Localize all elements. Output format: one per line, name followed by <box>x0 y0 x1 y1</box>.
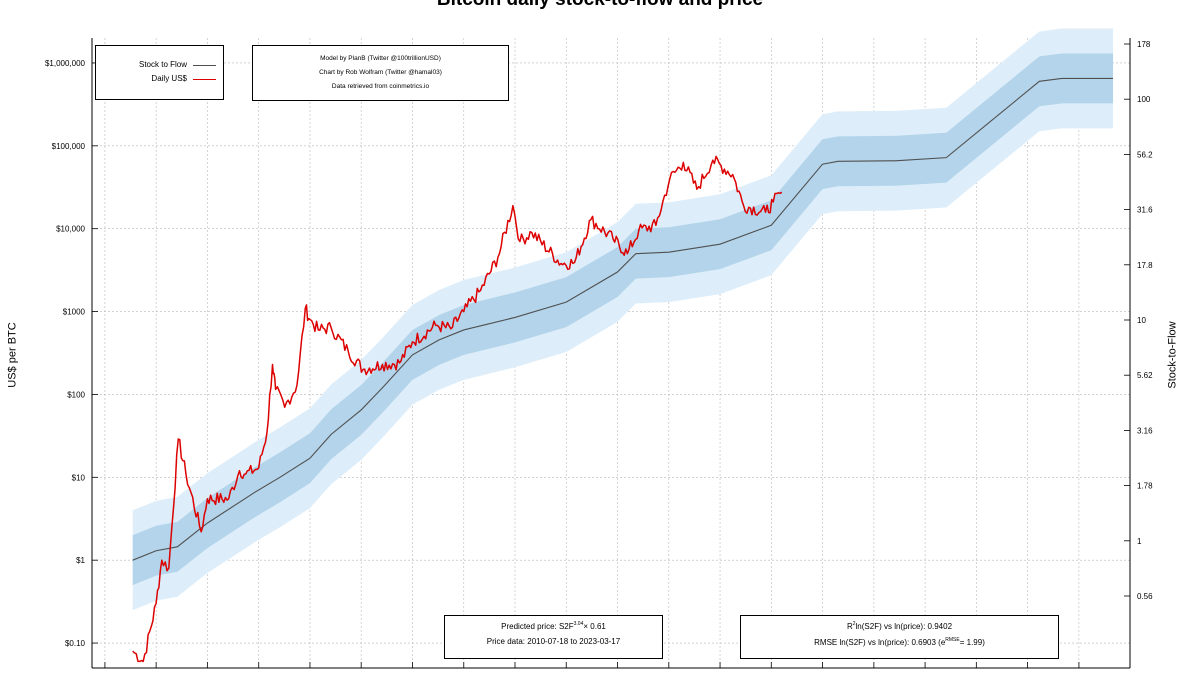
legend-item-daily-usd: Daily US$ <box>96 72 223 86</box>
legend-swatch <box>193 65 216 66</box>
credit-model: Model by PlanB (Twitter @100trillionUSD) <box>320 55 441 62</box>
y2-tick-label: 1.78 <box>1137 482 1153 491</box>
predicted-price-text: Predicted price: S2F3.04× 0.61 <box>445 621 662 631</box>
credit-chart: Chart by Rob Wolfram (Twitter @hamal03) <box>319 69 442 76</box>
axes: $1,000,000 $100,000 $10,000 $1000 $100 $10 $1 $… <box>45 38 1153 669</box>
rmse-suffix: = 1.99) <box>959 638 985 647</box>
prediction-annotation: Predicted price: S2F3.04× 0.61 Price dat… <box>444 615 663 659</box>
y-tick-label: $1000 <box>63 308 86 317</box>
legend: Stock to Flow Daily US$ <box>95 45 224 100</box>
y2-tick-label: 10 <box>1137 316 1146 325</box>
fit-statistics-annotation: R2ln(S2F) vs ln(price): 0.9402 RMSE ln(S… <box>740 615 1059 659</box>
stock-to-flow-line <box>132 77 1114 561</box>
y2-axis-label: Stock-to-Flow <box>1166 321 1179 389</box>
price-data-range: Price data: 2010-07-18 to 2023-03-17 <box>486 637 621 646</box>
legend-label: Daily US$ <box>151 74 187 83</box>
y2-tick-label: 5.62 <box>1137 371 1153 380</box>
y2-tick-label: 3.16 <box>1137 426 1153 435</box>
predicted-prefix: Predicted price: S2F <box>501 622 574 631</box>
y2-tick-label: 17.8 <box>1137 261 1153 270</box>
y2-tick-label: 56.2 <box>1137 150 1153 159</box>
y-tick-label: $10,000 <box>56 225 85 234</box>
r2-rest: ln(S2F) vs ln(price): 0.9402 <box>855 622 953 631</box>
y-tick-label: $1,000,000 <box>45 59 86 68</box>
r2-sup: 2 <box>852 621 856 627</box>
legend-swatch <box>193 79 216 80</box>
y2-tick-label: 0.56 <box>1137 592 1153 601</box>
credit-data: Data retrieved from coinmetrics.io <box>331 83 430 90</box>
y-tick-label: $10 <box>72 473 86 482</box>
chart-title: Bitcoin daily stock-to-flow and price <box>0 0 1200 11</box>
y2-tick-label: 1 <box>1137 537 1142 546</box>
y2-tick-label: 31.6 <box>1137 206 1153 215</box>
y-tick-label: $0.10 <box>65 639 86 648</box>
y-tick-label: $1 <box>76 556 85 565</box>
y2-tick-label: 100 <box>1137 95 1151 104</box>
credits-annotation: Model by PlanB (Twitter @100trillionUSD)… <box>252 45 509 101</box>
y-tick-label: $100,000 <box>52 142 86 151</box>
rmse-prefix: RMSE ln(S2F) vs ln(price): 0.6903 (e <box>814 638 946 647</box>
r2-prefix: R <box>846 622 853 631</box>
legend-item-stock-to-flow: Stock to Flow <box>96 58 223 72</box>
predicted-suffix: × 0.61 <box>583 622 606 631</box>
rmse-sup: RMSE <box>945 637 960 643</box>
inner-deviation-band <box>132 53 1114 586</box>
y2-tick-label: 178 <box>1137 40 1151 49</box>
predicted-exponent: 3.04 <box>573 621 584 627</box>
outer-deviation-band <box>132 28 1114 611</box>
legend-label: Stock to Flow <box>138 60 187 69</box>
r-squared-text: R2ln(S2F) vs ln(price): 0.9402 <box>741 621 1058 631</box>
rmse-text: RMSE ln(S2F) vs ln(price): 0.6903 (eRMSE… <box>741 637 1058 647</box>
series-lines <box>132 77 1114 663</box>
y-axis-label: US$ per BTC <box>6 322 19 388</box>
daily-price-line <box>132 155 783 663</box>
y-tick-label: $100 <box>67 390 85 399</box>
deviation-bands <box>132 28 1114 611</box>
